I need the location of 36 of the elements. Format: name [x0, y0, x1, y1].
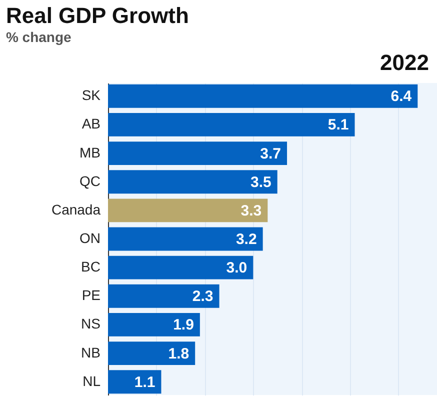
bar: [108, 227, 263, 251]
y-tick-label: AB: [82, 116, 100, 132]
y-tick-label: Canada: [51, 201, 101, 218]
bar: [108, 142, 288, 165]
bar: [108, 342, 196, 365]
chart-subtitle: % change: [6, 29, 72, 45]
y-tick-label: QC: [80, 172, 100, 189]
bar: [108, 313, 200, 336]
data-label: 1.8: [168, 345, 190, 362]
bar: [108, 256, 254, 280]
chart-title: Real GDP Growth: [6, 3, 189, 28]
data-label: 3.3: [240, 202, 262, 220]
data-label: 3.2: [236, 231, 257, 248]
bar: [108, 370, 162, 394]
bar: [108, 284, 220, 308]
data-label: 1.9: [173, 316, 194, 334]
bar: [108, 113, 355, 136]
data-label: 3.5: [250, 174, 272, 191]
data-label: 3.0: [226, 260, 248, 277]
y-tick-label: MB: [80, 144, 100, 160]
y-tick-label: SK: [82, 87, 102, 104]
y-tick-label: BC: [81, 258, 100, 275]
text: 2022: [380, 50, 429, 75]
y-tick-label: PE: [82, 287, 100, 304]
y-tick-label: NB: [81, 344, 100, 360]
y-tick-label: NL: [82, 372, 101, 389]
data-label: 3.7: [260, 145, 282, 162]
y-tick-label: NS: [81, 316, 100, 332]
data-label: 1.1: [134, 374, 156, 391]
bar: [108, 84, 418, 108]
y-tick-label: ON: [80, 230, 100, 246]
data-label: 5.1: [328, 116, 349, 134]
data-label: 2.3: [192, 288, 214, 306]
bar: [108, 170, 278, 194]
data-label: 6.4: [390, 88, 412, 106]
bar: [108, 198, 268, 222]
